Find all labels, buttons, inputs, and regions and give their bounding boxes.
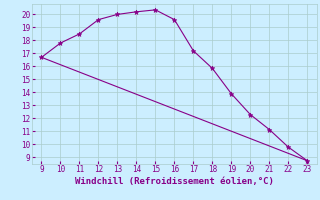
X-axis label: Windchill (Refroidissement éolien,°C): Windchill (Refroidissement éolien,°C) [75, 177, 274, 186]
